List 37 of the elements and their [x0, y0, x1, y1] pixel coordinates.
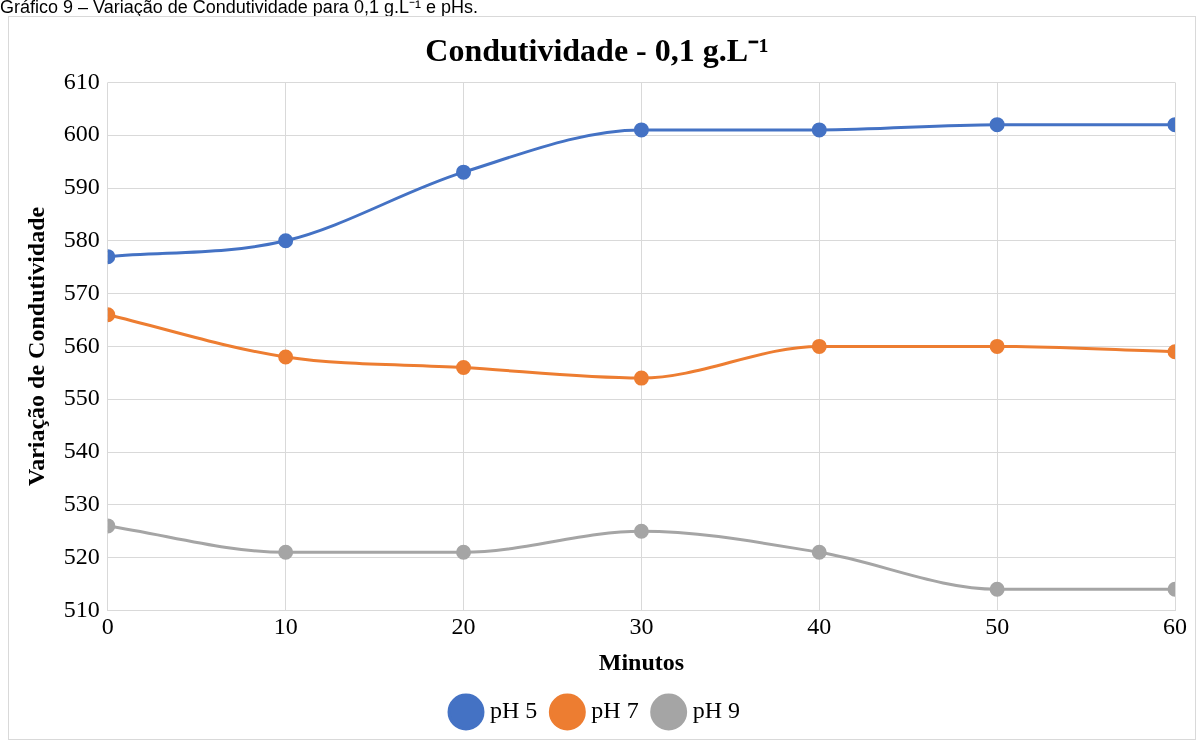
point — [456, 544, 472, 560]
legend-label: pH 9 — [692, 697, 741, 724]
x-tick-label: 0 — [101, 613, 114, 640]
point — [811, 544, 827, 560]
y-tick-label: 580 — [63, 226, 100, 253]
x-tick-label: 30 — [629, 613, 654, 640]
point — [278, 349, 294, 365]
y-tick-label: 590 — [63, 173, 100, 200]
point — [633, 122, 649, 138]
x-tick-label: 20 — [451, 613, 476, 640]
point — [633, 523, 649, 539]
point — [278, 233, 294, 249]
y-tick-label: 530 — [63, 490, 100, 517]
y-axis-title: Variação de Condutividade — [22, 206, 49, 486]
x-tick-label: 10 — [273, 613, 298, 640]
y-tick-label: 610 — [63, 67, 100, 94]
point — [456, 360, 472, 376]
x-axis-title: Minutos — [598, 648, 685, 675]
y-tick-label: 510 — [63, 595, 100, 622]
y-tick-label: 550 — [63, 384, 100, 411]
y-tick-label: 540 — [63, 437, 100, 464]
y-tick-label: 560 — [63, 331, 100, 358]
x-tick-label: 50 — [985, 613, 1010, 640]
y-tick-label: 600 — [63, 120, 100, 147]
point — [811, 338, 827, 354]
y-tick-label: 570 — [63, 278, 100, 305]
legend-label: pH 5 — [490, 697, 538, 724]
point — [633, 370, 649, 386]
text: Gráfico 9 – Variação de Condutividade para 0,1 g.L⁻¹ e pHs. — [0, 0, 478, 18]
y-tick-label: 520 — [63, 542, 100, 569]
legend-label: pH 7 — [591, 697, 639, 724]
x-tick-label: 40 — [807, 613, 832, 640]
chart-title: Condutividade - 0,1 g.L⁻¹ — [425, 32, 769, 69]
x-tick-label: 60 — [1163, 613, 1187, 640]
point — [278, 544, 294, 560]
point — [456, 164, 472, 180]
point — [811, 122, 827, 138]
